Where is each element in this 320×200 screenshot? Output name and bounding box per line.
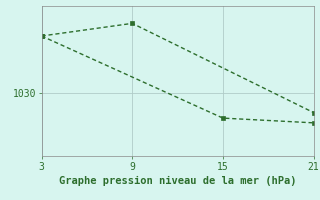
X-axis label: Graphe pression niveau de la mer (hPa): Graphe pression niveau de la mer (hPa) bbox=[59, 176, 296, 186]
